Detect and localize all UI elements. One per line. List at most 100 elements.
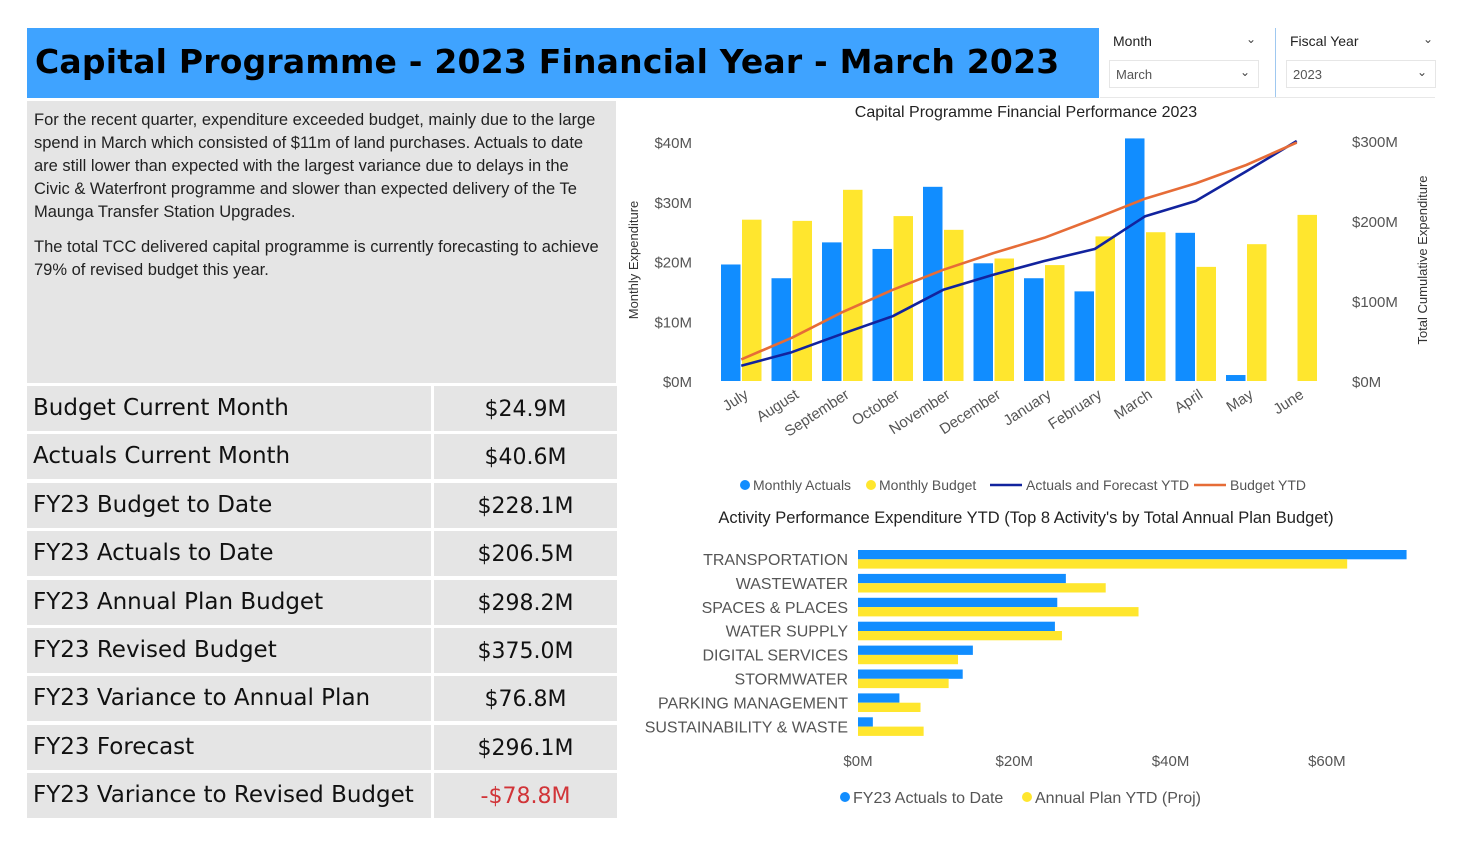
x-tick-label: $0M — [843, 753, 872, 770]
title-banner: Capital Programme - 2023 Financial Year … — [27, 28, 1099, 98]
month-slicer[interactable]: Month ⌄ March ⌄ — [1107, 28, 1262, 96]
y-tick-label: $30M — [654, 195, 692, 212]
bar-monthly-budget — [944, 229, 964, 381]
chart-title: Activity Performance Expenditure YTD (To… — [718, 509, 1333, 527]
kpi-row: Budget Current Month $24.9M — [27, 386, 617, 431]
chevron-down-icon[interactable]: ⌄ — [1422, 32, 1433, 46]
y-tick-label: PARKING MANAGEMENT — [658, 695, 848, 712]
y2-tick-label: $200M — [1352, 214, 1398, 231]
bar-monthly-actuals — [721, 264, 741, 381]
bar-monthly-actuals — [973, 263, 993, 381]
kpi-row: FY23 Budget to Date $228.1M — [27, 482, 617, 528]
y2-tick-label: $0M — [1352, 374, 1381, 391]
kpi-value: $375.0M — [434, 627, 617, 673]
bar-annual-plan-ytd — [858, 631, 1062, 641]
bar-annual-plan-ytd — [858, 654, 959, 665]
kpi-value: $296.1M — [434, 724, 617, 770]
bar-monthly-budget — [843, 189, 863, 381]
bar-monthly-budget — [742, 219, 762, 381]
bar-fy23-actuals — [858, 597, 1058, 608]
kpi-label: FY23 Variance to Revised Budget — [27, 773, 431, 819]
kpi-row: FY23 Forecast $296.1M — [27, 724, 617, 770]
bar-monthly-budget — [994, 258, 1014, 381]
x-tick-label: $40M — [1152, 753, 1190, 770]
bar-fy23-actuals — [858, 717, 873, 727]
slicer-divider — [1275, 28, 1276, 98]
kpi-label: Actuals Current Month — [27, 434, 431, 480]
kpi-label: FY23 Actuals to Date — [27, 531, 431, 577]
bar-monthly-budget — [1196, 266, 1216, 381]
kpi-label: FY23 Variance to Annual Plan — [27, 676, 431, 722]
bar-monthly-actuals — [1125, 138, 1145, 381]
bar-fy23-actuals — [858, 550, 1407, 560]
kpi-value: -$78.8M — [434, 773, 617, 819]
kpi-label: Budget Current Month — [27, 386, 431, 431]
x-tick-label: $60M — [1308, 753, 1346, 770]
slicer-underline — [1100, 97, 1435, 98]
kpi-label: FY23 Revised Budget — [27, 627, 431, 673]
kpi-row: Actuals Current Month $40.6M — [27, 434, 617, 480]
chevron-down-icon[interactable]: ⌄ — [1239, 65, 1250, 79]
legend-label: Monthly Budget — [879, 477, 976, 493]
x-tick-label: June — [1270, 386, 1307, 418]
y-tick-label: STORMWATER — [735, 672, 848, 689]
kpi-row: FY23 Variance to Revised Budget -$78.8M — [27, 773, 617, 819]
bar-annual-plan-ytd — [858, 678, 949, 689]
y-tick-label: $10M — [654, 314, 692, 331]
x-tick-label: $20M — [996, 753, 1034, 770]
legend-label: Annual Plan YTD (Proj) — [1035, 790, 1201, 807]
kpi-row: FY23 Actuals to Date $206.5M — [27, 531, 617, 577]
y2-tick-label: $300M — [1352, 134, 1398, 151]
kpi-label: FY23 Budget to Date — [27, 482, 431, 528]
bar-fy23-actuals — [858, 573, 1066, 584]
chevron-down-icon[interactable]: ⌄ — [1245, 32, 1256, 46]
chevron-down-icon[interactable]: ⌄ — [1416, 65, 1427, 79]
bar-monthly-actuals — [1074, 291, 1094, 381]
kpi-row: FY23 Revised Budget $375.0M — [27, 627, 617, 673]
fiscal-year-dropdown[interactable]: 2023 ⌄ — [1286, 60, 1436, 88]
bar-monthly-budget — [1247, 244, 1267, 381]
bar-monthly-actuals — [872, 248, 892, 381]
legend-marker — [740, 480, 750, 490]
legend-label: Actuals and Forecast YTD — [1026, 477, 1189, 493]
kpi-value: $24.9M — [434, 386, 617, 431]
bar-fy23-actuals — [858, 621, 1055, 631]
fiscal-year-slicer-label: Fiscal Year — [1290, 33, 1359, 49]
chart-title: Capital Programme Financial Performance … — [855, 104, 1197, 121]
bar-monthly-budget — [1045, 265, 1065, 381]
y-tick-label: SPACES & PLACES — [702, 600, 848, 617]
y-tick-label: $0M — [663, 374, 692, 391]
bar-monthly-actuals — [822, 242, 842, 381]
line-budget-ytd — [740, 141, 1298, 361]
bar-fy23-actuals — [858, 669, 963, 679]
bar-fy23-actuals — [858, 693, 900, 703]
legend-label: Monthly Actuals — [753, 477, 851, 493]
kpi-value: $206.5M — [434, 531, 617, 577]
kpi-label: FY23 Forecast — [27, 724, 431, 770]
kpi-label: FY23 Annual Plan Budget — [27, 579, 431, 625]
kpi-value: $40.6M — [434, 434, 617, 480]
commentary-box: For the recent quarter, expenditure exce… — [27, 101, 616, 383]
bar-monthly-budget — [792, 220, 812, 381]
bar-annual-plan-ytd — [858, 702, 921, 712]
bar-monthly-actuals — [1024, 278, 1044, 381]
kpi-row: FY23 Annual Plan Budget $298.2M — [27, 579, 617, 625]
bar-monthly-actuals — [1226, 375, 1246, 381]
bar-fy23-actuals — [858, 645, 973, 655]
y-tick-label: SUSTAINABILITY & WASTE — [645, 719, 848, 736]
kpi-table: Budget Current Month $24.9M Actuals Curren… — [27, 386, 617, 822]
fiscal-year-slicer[interactable]: Fiscal Year ⌄ 2023 ⌄ — [1284, 28, 1439, 96]
y-tick-label: WASTEWATER — [736, 576, 848, 593]
x-tick-label: March — [1111, 386, 1155, 423]
kpi-value: $76.8M — [434, 676, 617, 722]
bar-annual-plan-ytd — [858, 726, 924, 736]
x-tick-label: April — [1171, 386, 1205, 417]
x-tick-label: January — [1000, 386, 1054, 430]
y-axis-label: Monthly Expenditure — [626, 201, 641, 320]
bar-monthly-actuals — [771, 278, 791, 381]
bar-monthly-actuals — [1175, 232, 1195, 381]
bar-annual-plan-ytd — [858, 559, 1348, 569]
legend-marker — [1022, 792, 1032, 802]
month-dropdown[interactable]: March ⌄ — [1109, 60, 1259, 88]
y-tick-label: WATER SUPPLY — [726, 624, 849, 641]
